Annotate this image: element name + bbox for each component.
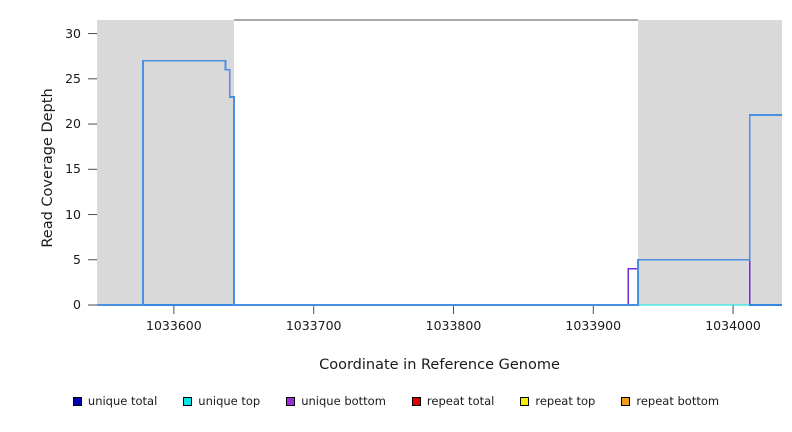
legend-item[interactable]: unique bottom xyxy=(286,394,386,408)
x-tick-label: 1033600 xyxy=(146,318,202,333)
y-tick-label: 30 xyxy=(65,25,81,41)
legend-item[interactable]: repeat bottom xyxy=(621,394,720,408)
legend-label: repeat bottom xyxy=(636,394,720,408)
legend-item[interactable]: repeat top xyxy=(520,394,596,408)
y-tick-label: 10 xyxy=(65,206,81,222)
series-unique-total xyxy=(97,59,782,306)
y-tick-label: 25 xyxy=(65,70,81,86)
legend-swatch-icon xyxy=(286,397,296,407)
legend-swatch-icon xyxy=(411,397,421,407)
x-tick-label: 1033900 xyxy=(565,318,622,333)
legend-label: unique bottom xyxy=(301,394,386,408)
y-tick-label: 0 xyxy=(73,297,81,312)
legend-swatch-icon xyxy=(72,397,82,407)
legend-item[interactable]: unique total xyxy=(72,394,158,408)
legend-swatch-icon xyxy=(621,397,631,407)
y-tick-label: 5 xyxy=(73,251,81,267)
repeat-region-left xyxy=(97,20,234,305)
legend-label: unique total xyxy=(87,394,158,408)
legend-label: repeat top xyxy=(535,394,596,408)
x-tick-label: 1033700 xyxy=(285,318,342,333)
legend-swatch-icon xyxy=(520,397,530,407)
x-tick-label: 1033800 xyxy=(425,318,482,333)
chart-legend: unique total unique top unique bottom repea… xyxy=(0,394,792,408)
legend-item[interactable]: unique top xyxy=(183,394,261,408)
legend-item[interactable]: repeat total xyxy=(411,394,495,408)
legend-label: unique top xyxy=(198,394,261,408)
x-axis-label: Coordinate in Reference Genome xyxy=(319,357,560,373)
repeat-region-right xyxy=(638,20,782,305)
legend-swatch-icon xyxy=(183,397,193,407)
x-tick-label: 1034000 xyxy=(705,318,761,333)
legend-label: repeat total xyxy=(426,394,495,408)
y-tick-label: 15 xyxy=(65,161,81,177)
y-tick-label: 20 xyxy=(65,116,81,132)
